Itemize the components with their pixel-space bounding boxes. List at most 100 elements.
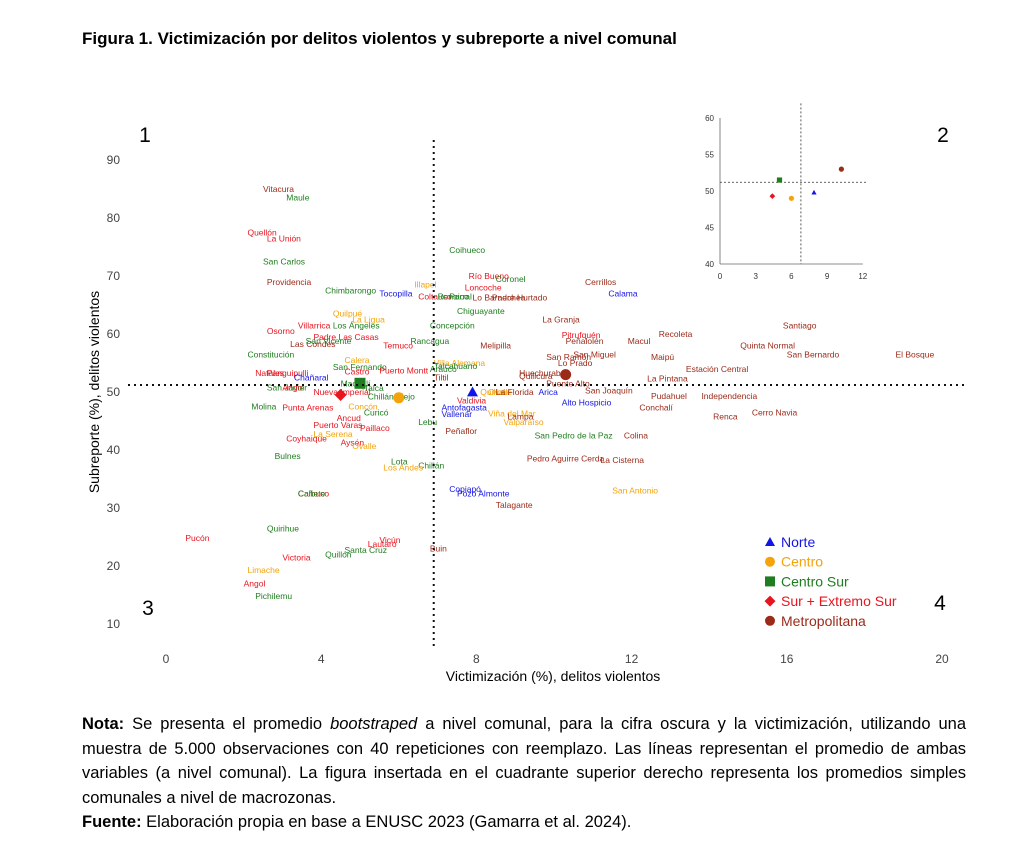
inset-group-marker bbox=[769, 193, 776, 199]
commune-label: Curicó bbox=[364, 407, 389, 417]
commune-label: Arauco bbox=[430, 364, 457, 374]
commune-label: Castro bbox=[344, 367, 369, 377]
y-tick-label: 80 bbox=[107, 211, 121, 225]
y-tick-label: 20 bbox=[107, 559, 121, 573]
commune-label: Ovalle bbox=[488, 387, 512, 397]
inset-x-tick-label: 12 bbox=[858, 272, 867, 281]
commune-label: Angol bbox=[244, 578, 266, 588]
commune-label: Chillán bbox=[418, 461, 444, 471]
commune-label: Quillón bbox=[325, 549, 352, 559]
legend-label: Centro bbox=[781, 554, 823, 570]
quadrant-label: 1 bbox=[139, 124, 151, 147]
commune-label: San Javier bbox=[267, 382, 307, 392]
commune-label: Quirihue bbox=[267, 523, 299, 533]
x-tick-label: 0 bbox=[163, 652, 170, 666]
y-tick-label: 60 bbox=[107, 327, 121, 341]
x-tick-label: 4 bbox=[318, 652, 325, 666]
x-axis-title: Victimización (%), delitos violentos bbox=[446, 668, 661, 684]
commune-label: Pucón bbox=[185, 533, 209, 543]
inset-y-tick-label: 55 bbox=[705, 151, 714, 160]
group-mean-marker bbox=[560, 369, 572, 381]
commune-label: Lautaro bbox=[368, 539, 397, 549]
commune-label: Estación Central bbox=[686, 364, 748, 374]
commune-label: Puerto Varas bbox=[313, 420, 362, 430]
commune-label: Melipilla bbox=[480, 341, 511, 351]
note-paragraph: Nota: Se presenta el promedio bootstrape… bbox=[82, 712, 966, 810]
commune-label: Peñaflor bbox=[445, 426, 477, 436]
commune-label: Cañete bbox=[298, 489, 326, 499]
group-mean-marker bbox=[393, 392, 405, 404]
commune-label: Angol bbox=[282, 382, 304, 392]
commune-label: La Florida bbox=[496, 387, 534, 397]
commune-label: Coltauco bbox=[418, 291, 452, 301]
note-text-1: Se presenta el promedio bbox=[124, 715, 331, 733]
y-tick-label: 50 bbox=[107, 385, 121, 399]
commune-label: San Fernando bbox=[333, 362, 387, 372]
commune-label: Santiago bbox=[783, 320, 817, 330]
commune-label: Puente Alto bbox=[546, 378, 590, 388]
commune-label: Lo Barnechea bbox=[473, 292, 526, 302]
commune-label: La Unión bbox=[267, 233, 301, 243]
commune-label: Renca bbox=[713, 411, 738, 421]
commune-label: Vicún bbox=[379, 535, 400, 545]
legend-marker bbox=[765, 556, 775, 567]
legend-label: Metropolitana bbox=[781, 613, 866, 629]
commune-label: Aysén bbox=[341, 437, 365, 447]
inset-y-tick-label: 45 bbox=[705, 224, 714, 233]
note-text-em: bootstraped bbox=[330, 715, 418, 733]
quadrant-label: 3 bbox=[142, 597, 154, 620]
inset-y-tick-label: 60 bbox=[705, 114, 714, 123]
commune-label: Limache bbox=[247, 565, 279, 575]
commune-label: Quillota bbox=[480, 387, 509, 397]
commune-label: Arica bbox=[538, 387, 558, 397]
x-tick-label: 12 bbox=[625, 652, 639, 666]
commune-label: Concepción bbox=[430, 320, 475, 330]
legend-label: Sur + Extremo Sur bbox=[781, 593, 897, 609]
inset-group-marker bbox=[811, 189, 817, 195]
commune-label: Rancagua bbox=[410, 336, 449, 346]
inset-group-marker bbox=[788, 195, 795, 201]
commune-label: La Ligua bbox=[352, 315, 385, 325]
commune-label: Tocopilla bbox=[379, 288, 412, 298]
commune-label: Quinta Normal bbox=[740, 341, 795, 351]
y-tick-label: 90 bbox=[107, 153, 121, 167]
commune-label: Lebu bbox=[418, 417, 437, 427]
commune-label: Victoria bbox=[282, 552, 310, 562]
legend-label: Norte bbox=[781, 534, 815, 550]
y-tick-label: 30 bbox=[107, 501, 121, 515]
commune-label: San Bernardo bbox=[787, 349, 840, 359]
commune-label: Pitrufquén bbox=[562, 330, 601, 340]
inset-x-tick-label: 3 bbox=[753, 272, 758, 281]
group-mean-marker bbox=[467, 386, 479, 397]
x-tick-label: 8 bbox=[473, 652, 480, 666]
commune-label: Villarrica bbox=[298, 320, 331, 330]
commune-label: Loncoche bbox=[465, 283, 502, 293]
commune-label: Los Ángeles bbox=[333, 320, 380, 330]
commune-label: Lampa bbox=[507, 411, 533, 421]
commune-label: Colina bbox=[624, 431, 648, 441]
commune-label: Molina bbox=[251, 402, 276, 412]
commune-label: Coronel bbox=[496, 274, 526, 284]
commune-label: Villa Alemana bbox=[434, 358, 486, 368]
commune-label: Ovalle bbox=[352, 441, 376, 451]
inset-x-tick-label: 9 bbox=[825, 272, 830, 281]
commune-label: Valparaíso bbox=[504, 417, 544, 427]
commune-label: Bulnes bbox=[275, 451, 301, 461]
commune-label: La Granja bbox=[542, 315, 580, 325]
inset-x-tick-label: 0 bbox=[718, 272, 723, 281]
commune-label: Natales bbox=[255, 368, 284, 378]
legend-marker bbox=[765, 576, 775, 587]
commune-label: Lo Prado bbox=[558, 358, 593, 368]
commune-label: Concón bbox=[348, 402, 378, 412]
source-text: Elaboración propia en base a ENUSC 2023 … bbox=[141, 813, 632, 831]
commune-label: Illapel bbox=[414, 280, 436, 290]
commune-label: Copiapó bbox=[449, 484, 481, 494]
commune-label: Providencia bbox=[267, 277, 312, 287]
commune-label: Macul bbox=[628, 336, 651, 346]
commune-label: Cerro Navia bbox=[752, 407, 798, 417]
commune-label: Antofagasta bbox=[441, 403, 487, 413]
x-tick-label: 16 bbox=[780, 652, 794, 666]
inset-y-tick-label: 40 bbox=[705, 260, 714, 269]
commune-label: Las Condes bbox=[290, 339, 335, 349]
commune-label: Maule bbox=[286, 193, 309, 203]
